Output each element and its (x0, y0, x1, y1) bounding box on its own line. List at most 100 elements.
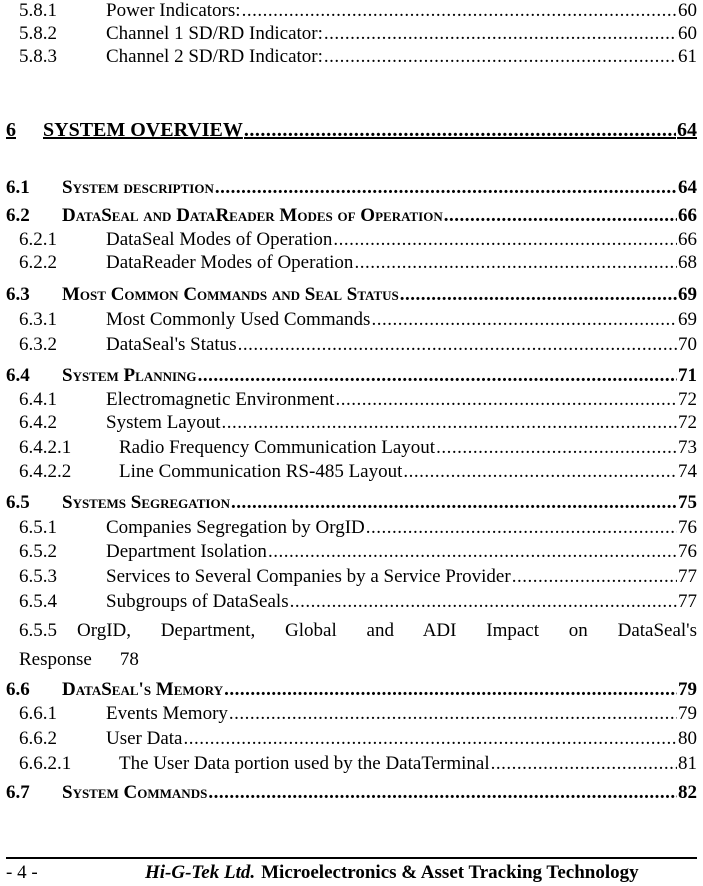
dot-leader (242, 0, 677, 22)
entry-page: 66 (678, 205, 697, 226)
dot-leader (335, 389, 677, 411)
toc-entry[interactable]: 6.5.3 Services to Several Companies by a … (19, 566, 697, 588)
entry-number: 6.5 (6, 492, 30, 513)
toc-entry[interactable]: 6.2.2 DataReader Modes of Operation 68 (19, 252, 697, 274)
entry-page: 64 (678, 177, 697, 198)
toc-entry[interactable]: 6.3.1 Most Commonly Used Commands 69 (19, 309, 697, 331)
entry-number: 6 (6, 119, 16, 141)
toc-entry[interactable]: 6.6.2 User Data 80 (19, 728, 697, 750)
toc-entry[interactable]: 6.5.2 Department Isolation 76 (19, 541, 697, 563)
entry-page: 76 (678, 541, 697, 562)
entry-title: Most Commonly Used Commands (106, 309, 371, 330)
entry-title: Department Isolation (106, 541, 267, 562)
toc-entry[interactable]: 6.2 DataSeal and DataReader Modes of Oper… (6, 205, 697, 227)
toc-entry[interactable]: 5.8.2 Channel 1 SD/RD Indicator: 60 (19, 23, 697, 45)
dot-leader (215, 177, 677, 199)
entry-page: 73 (678, 437, 697, 458)
entry-page: 70 (678, 334, 697, 355)
entry-page: 69 (678, 284, 697, 305)
toc-entry[interactable]: 6.5.5 OrgID, Department, Global and ADI I… (19, 620, 697, 642)
entry-number: 6.6.1 (19, 703, 57, 724)
toc-entry[interactable]: 5.8.1 Power Indicators: 60 (19, 0, 697, 22)
entry-title: Radio Frequency Communication Layout (119, 437, 436, 458)
entry-number: 6.4.1 (19, 389, 57, 410)
entry-number: 6.7 (6, 782, 30, 803)
toc-entry[interactable]: 6.6.1 Events Memory 79 (19, 703, 697, 725)
footer-divider (6, 857, 697, 859)
entry-page: 81 (678, 753, 697, 774)
dot-leader (324, 23, 677, 45)
entry-title: The User Data portion used by the DataTe… (119, 753, 490, 774)
entry-title: Events Memory (106, 703, 228, 724)
dot-leader (222, 412, 677, 434)
toc-entry[interactable]: 6.4.1 Electromagnetic Environment 72 (19, 389, 697, 411)
entry-number: 6.2.2 (19, 252, 57, 273)
toc-entry[interactable]: 6.2.1 DataSeal Modes of Operation 66 (19, 229, 697, 251)
dot-leader (436, 437, 677, 459)
dot-leader (231, 492, 677, 514)
entry-title: SYSTEM OVERVIEW (43, 119, 243, 141)
entry-page: 66 (678, 229, 697, 250)
entry-title: DataSeal's Memory (62, 679, 224, 700)
entry-title-continued: Response (19, 649, 92, 670)
entry-page: 61 (678, 46, 697, 67)
entry-title: Systems Segregation (62, 492, 230, 513)
entry-number: 6.1 (6, 177, 30, 198)
entry-title: Services to Several Companies by a Servi… (106, 566, 511, 587)
toc-entry[interactable]: 6.3.2 DataSeal's Status 70 (19, 334, 697, 356)
dot-leader (491, 753, 677, 775)
entry-page: 78 (119, 649, 139, 670)
entry-page: 72 (678, 412, 697, 433)
dot-leader (224, 679, 677, 701)
toc-entry[interactable]: 6.5 Systems Segregation 75 (6, 492, 697, 514)
toc-entry-continuation[interactable]: Response 78 (19, 649, 139, 671)
toc-entry[interactable]: 5.8.3 Channel 2 SD/RD Indicator: 61 (19, 46, 697, 68)
toc-entry[interactable]: 6.7 System Commands 82 (6, 782, 697, 804)
toc-entry[interactable]: 6.3 Most Common Commands and Seal Status 6… (6, 284, 697, 306)
entry-number: 6.4.2.1 (19, 437, 72, 458)
entry-number: 6.4.2.2 (19, 461, 72, 482)
entry-number: 5.8.2 (19, 23, 57, 44)
entry-number: 6.4 (6, 365, 30, 386)
entry-number: 6.4.2 (19, 412, 57, 433)
toc-entry[interactable]: 6.6 DataSeal's Memory 79 (6, 679, 697, 701)
toc-entry[interactable]: 6.4 System Planning 71 (6, 365, 697, 387)
dot-leader (198, 365, 677, 387)
entry-number: 6.2.1 (19, 229, 57, 250)
entry-title: System Commands (62, 782, 208, 803)
dot-leader (268, 541, 677, 563)
entry-title: DataSeal Modes of Operation (106, 229, 333, 250)
dot-leader (184, 728, 678, 750)
entry-page: 72 (678, 389, 697, 410)
dot-leader (324, 46, 677, 68)
entry-page: 80 (678, 728, 697, 749)
entry-page: 76 (678, 517, 697, 538)
toc-entry[interactable]: 6.4.2.2 Line Communication RS-485 Layout 7… (19, 461, 697, 483)
toc-entry[interactable]: 6.5.4 Subgroups of DataSeals 77 (19, 591, 697, 613)
entry-page: 79 (678, 679, 697, 700)
toc-entry[interactable]: 6.5.1 Companies Segregation by OrgID 76 (19, 517, 697, 539)
entry-number: 6.3 (6, 284, 30, 305)
entry-number: 6.6.2 (19, 728, 57, 749)
toc-entry[interactable]: 6.6.2.1 The User Data portion used by the… (19, 753, 697, 775)
entry-title: DataSeal and DataReader Modes of Operati… (62, 205, 443, 226)
entry-title: Power Indicators: (106, 0, 241, 21)
entry-page: 68 (678, 252, 697, 273)
toc-entry[interactable]: 6.1 System description 64 (6, 177, 697, 199)
entry-number: 6.5.2 (19, 541, 57, 562)
entry-title: Line Communication RS-485 Layout (119, 461, 403, 482)
entry-number: 6.5.3 (19, 566, 57, 587)
entry-number: 6.6.2.1 (19, 753, 72, 774)
dot-leader (354, 252, 677, 274)
toc-entry[interactable]: 6 SYSTEM OVERVIEW 64 (6, 119, 697, 141)
entry-page: 79 (678, 703, 697, 724)
entry-page: 74 (678, 461, 697, 482)
entry-title: Channel 1 SD/RD Indicator: (106, 23, 323, 44)
entry-number: 6.2 (6, 205, 30, 226)
toc-entry[interactable]: 6.4.2.1 Radio Frequency Communication Lay… (19, 437, 697, 459)
toc-entry[interactable]: 6.4.2 System Layout 72 (19, 412, 697, 434)
entry-number: 6.5.4 (19, 591, 57, 612)
dot-leader (403, 461, 677, 483)
entry-page: 60 (678, 0, 697, 21)
entry-page: 77 (678, 591, 697, 612)
